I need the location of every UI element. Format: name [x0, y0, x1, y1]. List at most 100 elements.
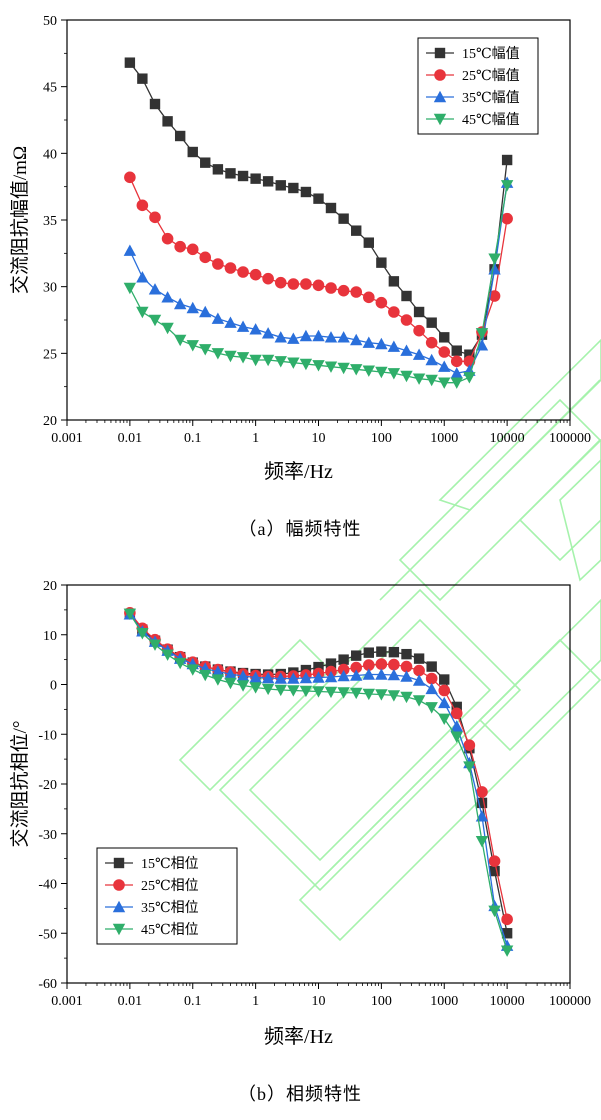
- data-point: [363, 291, 375, 304]
- data-point: [425, 682, 438, 695]
- data-point: [337, 663, 350, 676]
- data-point: [325, 282, 337, 294]
- data-point: [161, 291, 174, 303]
- legend-marker: [113, 879, 125, 891]
- data-point: [463, 761, 476, 773]
- data-point: [199, 251, 212, 264]
- data-point: [376, 646, 387, 657]
- data-point: [362, 688, 376, 701]
- legend-marker: [112, 900, 126, 913]
- legend-marker: [433, 113, 447, 126]
- data-point: [287, 332, 300, 344]
- data-point: [161, 232, 174, 245]
- data-point: [224, 350, 237, 363]
- data-point: [426, 317, 437, 328]
- data-point: [400, 660, 413, 673]
- data-point: [149, 211, 161, 224]
- data-point: [124, 171, 136, 184]
- data-point: [375, 296, 388, 309]
- legend-marker: [434, 69, 446, 81]
- data-point: [413, 306, 425, 318]
- data-point: [174, 130, 186, 142]
- data-point: [388, 658, 400, 671]
- data-point: [362, 668, 376, 680]
- y-tick-label: 20: [43, 579, 57, 594]
- data-point: [287, 685, 300, 697]
- data-point: [350, 687, 363, 700]
- data-point: [148, 283, 162, 295]
- data-point: [337, 362, 350, 375]
- data-point: [338, 654, 349, 665]
- data-point: [225, 168, 236, 179]
- data-point: [186, 301, 199, 314]
- data-point: [439, 674, 450, 685]
- data-point: [312, 686, 325, 698]
- data-point: [362, 336, 376, 348]
- y-tick-label: 40: [43, 147, 57, 162]
- y-tick-label: -50: [38, 927, 57, 942]
- y-tick-label: 30: [43, 281, 57, 296]
- data-point: [450, 707, 463, 720]
- data-point: [262, 176, 274, 187]
- y-tick-label: 0: [50, 679, 57, 694]
- data-point: [500, 945, 514, 957]
- figure-caption: （a）幅频特性: [239, 519, 362, 539]
- data-point: [450, 377, 463, 389]
- data-point: [412, 373, 426, 385]
- data-point: [362, 365, 376, 377]
- data-point: [199, 344, 212, 356]
- data-point: [388, 276, 400, 287]
- data-point: [426, 661, 437, 672]
- data-point: [489, 865, 500, 877]
- data-point: [400, 370, 413, 383]
- data-point: [475, 328, 489, 340]
- data-point: [173, 657, 187, 670]
- data-point: [425, 374, 438, 387]
- data-point: [186, 664, 199, 676]
- data-point: [363, 659, 375, 671]
- data-point: [488, 290, 501, 302]
- data-point: [438, 684, 451, 697]
- x-tick-label: 0.01: [118, 994, 143, 1009]
- data-point: [324, 670, 338, 683]
- legend-marker: [113, 857, 125, 869]
- data-point: [274, 331, 287, 343]
- data-point: [123, 608, 137, 621]
- data-point: [475, 339, 489, 351]
- data-point: [450, 367, 463, 379]
- data-point: [161, 649, 174, 661]
- data-point: [261, 671, 275, 684]
- data-point: [350, 661, 363, 674]
- data-point: [237, 266, 249, 278]
- data-point: [312, 279, 325, 292]
- data-point: [501, 154, 513, 166]
- y-tick-label: -40: [38, 878, 57, 893]
- data-point: [337, 284, 350, 297]
- data-point: [300, 186, 312, 198]
- x-tick-label: 100: [371, 994, 392, 1009]
- data-point: [400, 691, 413, 704]
- data-point: [313, 193, 324, 204]
- y-axis-label: 交流阻抗相位/°: [9, 721, 31, 848]
- data-point: [187, 146, 198, 158]
- x-tick-label: 10: [312, 994, 326, 1009]
- watermark-graphic: [178, 338, 601, 942]
- x-tick-label: 1: [252, 431, 259, 446]
- data-point: [236, 680, 250, 692]
- data-point: [438, 696, 451, 709]
- data-point: [363, 647, 375, 658]
- data-point: [173, 297, 187, 310]
- data-point: [236, 320, 250, 332]
- data-point: [211, 665, 225, 677]
- x-tick-label: 100000: [549, 994, 591, 1009]
- data-point: [350, 286, 363, 298]
- x-tick-label: 1000: [430, 994, 458, 1009]
- data-point: [287, 357, 300, 369]
- data-point: [249, 354, 262, 367]
- x-tick-label: 100: [371, 431, 392, 446]
- data-point: [350, 669, 363, 681]
- data-point: [288, 182, 299, 194]
- data-point: [337, 687, 350, 699]
- data-point: [401, 290, 412, 302]
- data-point: [211, 674, 225, 686]
